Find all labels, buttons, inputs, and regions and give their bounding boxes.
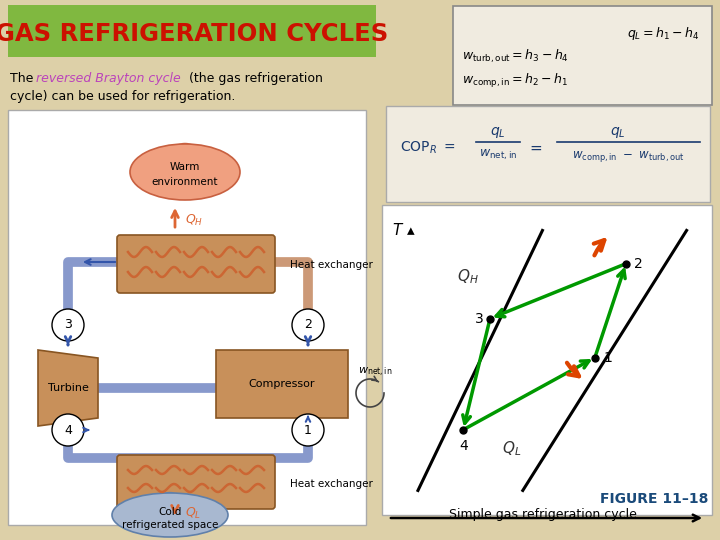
Ellipse shape xyxy=(155,150,182,172)
Text: 3: 3 xyxy=(64,319,72,332)
Text: $q_L$: $q_L$ xyxy=(610,125,626,139)
Ellipse shape xyxy=(188,150,215,172)
Ellipse shape xyxy=(142,498,163,515)
Text: $q_L$: $q_L$ xyxy=(490,125,506,139)
Text: FIGURE 11–18: FIGURE 11–18 xyxy=(600,492,708,506)
Text: $Q_L$: $Q_L$ xyxy=(503,439,522,457)
Text: 4: 4 xyxy=(459,438,468,453)
Ellipse shape xyxy=(112,493,228,537)
Text: $w_{\rm comp,in}\ -\ w_{\rm turb,out}$: $w_{\rm comp,in}\ -\ w_{\rm turb,out}$ xyxy=(572,150,684,165)
Text: $w_{\rm net,in}$: $w_{\rm net,in}$ xyxy=(358,366,392,379)
Text: Heat exchanger: Heat exchanger xyxy=(290,260,373,270)
Text: Heat exchanger: Heat exchanger xyxy=(290,479,373,489)
Text: $\mathrm{COP}_R\ =\ $: $\mathrm{COP}_R\ =\ $ xyxy=(400,140,456,156)
Text: Compressor: Compressor xyxy=(248,379,315,389)
Text: 4: 4 xyxy=(64,423,72,436)
Circle shape xyxy=(292,414,324,446)
Text: environment: environment xyxy=(152,177,218,187)
Circle shape xyxy=(292,309,324,341)
Text: $q_L = h_1 - h_4$: $q_L = h_1 - h_4$ xyxy=(627,25,700,42)
Text: $=$: $=$ xyxy=(527,141,543,155)
FancyBboxPatch shape xyxy=(453,6,712,105)
Text: The: The xyxy=(10,72,37,85)
Text: $w_{\rm net,in}$: $w_{\rm net,in}$ xyxy=(479,148,517,162)
FancyBboxPatch shape xyxy=(216,350,348,418)
Text: $Q_L$: $Q_L$ xyxy=(185,505,201,521)
Text: Warm: Warm xyxy=(170,162,200,172)
Circle shape xyxy=(52,414,84,446)
Text: 2: 2 xyxy=(634,256,643,271)
Text: $T\ \blacktriangle$: $T\ \blacktriangle$ xyxy=(392,222,415,238)
Text: $w_{\rm turb,out} = h_3 - h_4$: $w_{\rm turb,out} = h_3 - h_4$ xyxy=(462,48,569,65)
Text: 1: 1 xyxy=(603,350,612,365)
FancyBboxPatch shape xyxy=(117,455,275,509)
Ellipse shape xyxy=(130,144,240,200)
FancyBboxPatch shape xyxy=(386,106,710,202)
Text: $w_{\rm comp,in} = h_2 - h_1$: $w_{\rm comp,in} = h_2 - h_1$ xyxy=(462,72,569,90)
Text: Simple gas refrigeration cycle.: Simple gas refrigeration cycle. xyxy=(449,508,641,521)
Text: reversed Brayton cycle: reversed Brayton cycle xyxy=(36,72,181,85)
Ellipse shape xyxy=(161,492,179,507)
Ellipse shape xyxy=(176,498,198,515)
Text: 1: 1 xyxy=(304,423,312,436)
Text: Cold: Cold xyxy=(158,507,181,517)
FancyBboxPatch shape xyxy=(382,205,712,515)
Text: 2: 2 xyxy=(304,319,312,332)
Text: 3: 3 xyxy=(475,312,484,326)
Text: $Q_H$: $Q_H$ xyxy=(457,267,479,286)
Text: refrigerated space: refrigerated space xyxy=(122,520,218,530)
FancyBboxPatch shape xyxy=(8,5,376,57)
Text: $Q_H$: $Q_H$ xyxy=(185,212,203,227)
Text: GAS REFRIGERATION CYCLES: GAS REFRIGERATION CYCLES xyxy=(0,22,389,46)
Ellipse shape xyxy=(174,144,197,161)
FancyBboxPatch shape xyxy=(117,235,275,293)
Circle shape xyxy=(52,309,84,341)
Polygon shape xyxy=(38,350,98,426)
FancyBboxPatch shape xyxy=(8,110,366,525)
Text: cycle) can be used for refrigeration.: cycle) can be used for refrigeration. xyxy=(10,90,235,103)
Text: (the gas refrigeration: (the gas refrigeration xyxy=(185,72,323,85)
Text: Turbine: Turbine xyxy=(48,383,89,393)
